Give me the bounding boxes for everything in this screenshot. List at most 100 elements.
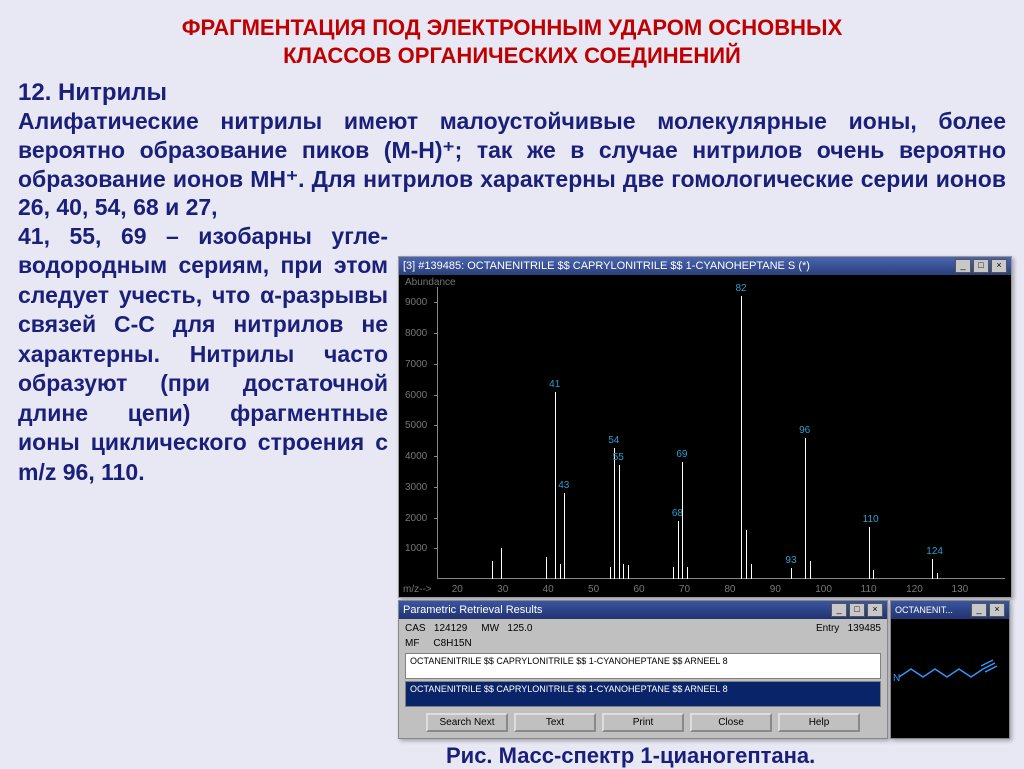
- paragraph-top: Алифатические нитрилы имеют малоустойчив…: [0, 107, 1024, 222]
- x-tick: 100: [815, 584, 832, 595]
- peak-label: 124: [926, 546, 943, 557]
- spectrum-peak: [873, 570, 874, 579]
- figure-wrapper: [3] #139485: OCTANENITRILE $$ CAPRYLONIT…: [398, 256, 1010, 726]
- retrieval-body: CAS 124129 MW 125.0 Entry 139485 MF C8H1…: [399, 619, 887, 738]
- mw-label: MW: [481, 623, 499, 634]
- peak-label: 96: [799, 425, 810, 436]
- spectrum-peak: [555, 392, 556, 579]
- spectrum-peak: [673, 567, 674, 579]
- spectrum-peak: [932, 559, 933, 579]
- spectrum-peak: [560, 564, 561, 579]
- spectrum-peak: [564, 493, 565, 579]
- spectrum-peak: [937, 573, 938, 579]
- spectrum-window: [3] #139485: OCTANENITRILE $$ CAPRYLONIT…: [398, 256, 1012, 598]
- structure-titlebar: OCTANENIT... _ ×: [891, 601, 1009, 619]
- structure-window: OCTANENIT... _ × N: [890, 600, 1010, 739]
- section-heading: 12. Нитрилы: [0, 77, 1024, 107]
- spectrum-peak: [501, 548, 502, 579]
- atom-label: N: [893, 673, 900, 684]
- x-tick: 40: [543, 584, 554, 595]
- peak-label: 55: [613, 452, 624, 463]
- spectrum-peak: [492, 561, 493, 579]
- y-tick: 1000: [405, 543, 427, 554]
- y-tick: 6000: [405, 390, 427, 401]
- x-tick: 30: [497, 584, 508, 595]
- spectrum-peak: [869, 527, 870, 579]
- y-tick: 4000: [405, 451, 427, 462]
- x-tick: 80: [724, 584, 735, 595]
- mf-label: MF: [405, 638, 419, 649]
- paragraph-side: 41, 55, 69 – изобарны угле- водородным с…: [0, 222, 388, 487]
- spectrum-titlebar: [3] #139485: OCTANENITRILE $$ CAPRYLONIT…: [399, 257, 1011, 275]
- spectrum-peak: [619, 465, 620, 579]
- x-tick: 50: [588, 584, 599, 595]
- mw-value: 125.0: [507, 623, 532, 634]
- spectrum-peak: [791, 568, 792, 579]
- minimize-icon[interactable]: _: [831, 603, 847, 617]
- search-next-button[interactable]: Search Next: [426, 713, 508, 732]
- spectrum-peak: [614, 448, 615, 579]
- spectrum-peak: [546, 557, 547, 579]
- x-tick: 60: [633, 584, 644, 595]
- peak-label: 54: [608, 435, 619, 446]
- retrieval-titlebar: Parametric Retrieval Results _ □ ×: [399, 601, 887, 619]
- spectrum-peak: [610, 567, 611, 579]
- peak-label: 82: [735, 283, 746, 294]
- retrieval-title-text: Parametric Retrieval Results: [403, 601, 542, 619]
- figure-caption: Рис. Масс-спектр 1-цианогептана.: [398, 739, 1010, 769]
- result-row-2[interactable]: OCTANENITRILE $$ CAPRYLONITRILE $$ 1-CYA…: [405, 681, 881, 707]
- minimize-icon[interactable]: _: [971, 603, 987, 617]
- page-title: ФРАГМЕНТАЦИЯ ПОД ЭЛЕКТРОННЫМ УДАРОМ ОСНО…: [0, 0, 1024, 77]
- spectrum-title-text: [3] #139485: OCTANENITRILE $$ CAPRYLONIT…: [403, 257, 810, 275]
- text-button[interactable]: Text: [514, 713, 596, 732]
- close-icon[interactable]: ×: [867, 603, 883, 617]
- close-button[interactable]: Close: [690, 713, 772, 732]
- result-row-1[interactable]: OCTANENITRILE $$ CAPRYLONITRILE $$ 1-CYA…: [405, 653, 881, 679]
- x-tick: 70: [679, 584, 690, 595]
- y-tick: 8000: [405, 328, 427, 339]
- y-tick: 5000: [405, 420, 427, 431]
- peak-label: 43: [558, 480, 569, 491]
- x-tick: 20: [452, 584, 463, 595]
- y-axis-label: Abundance: [405, 277, 456, 288]
- close-icon[interactable]: ×: [991, 259, 1007, 273]
- spectrum-peak: [741, 296, 742, 579]
- spectrum-peak: [628, 565, 629, 579]
- x-tick: 110: [861, 584, 877, 595]
- minimize-icon[interactable]: _: [955, 259, 971, 273]
- x-tick: 120: [906, 584, 923, 595]
- entry-value: 139485: [848, 623, 881, 634]
- y-tick: 3000: [405, 482, 427, 493]
- spectrum-peak: [682, 462, 683, 579]
- spectrum-peak: [810, 561, 811, 579]
- peak-label: 41: [549, 379, 560, 390]
- peak-label: 93: [785, 555, 796, 566]
- maximize-icon[interactable]: □: [849, 603, 865, 617]
- entry-label: Entry: [816, 623, 839, 634]
- y-tick: 7000: [405, 359, 427, 370]
- retrieval-window: Parametric Retrieval Results _ □ × CAS 1…: [398, 600, 888, 739]
- close-icon[interactable]: ×: [989, 603, 1005, 617]
- maximize-icon[interactable]: □: [973, 259, 989, 273]
- mass-spectrum-chart: Abundancem/z-->1000200030004000500060007…: [399, 275, 1011, 597]
- spectrum-peak: [687, 567, 688, 579]
- cas-value: 124129: [434, 623, 467, 634]
- peak-label: 110: [863, 514, 879, 525]
- title-line-2: КЛАССОВ ОРГАНИЧЕСКИХ СОЕДИНЕНИЙ: [283, 43, 741, 68]
- cas-label: CAS: [405, 623, 426, 634]
- structure-diagram: N: [891, 619, 1009, 719]
- x-tick: 130: [952, 584, 969, 595]
- help-button[interactable]: Help: [778, 713, 860, 732]
- y-tick: 9000: [405, 297, 427, 308]
- peak-label: 68: [672, 508, 683, 519]
- structure-title-text: OCTANENIT...: [895, 601, 953, 619]
- spectrum-peak: [746, 530, 747, 579]
- x-axis-label: m/z-->: [403, 584, 432, 595]
- spectrum-peak: [678, 521, 679, 579]
- title-line-1: ФРАГМЕНТАЦИЯ ПОД ЭЛЕКТРОННЫМ УДАРОМ ОСНО…: [182, 15, 843, 40]
- spectrum-peak: [751, 564, 752, 579]
- peak-label: 69: [676, 449, 687, 460]
- spectrum-peak: [805, 438, 806, 579]
- x-tick: 90: [770, 584, 781, 595]
- print-button[interactable]: Print: [602, 713, 684, 732]
